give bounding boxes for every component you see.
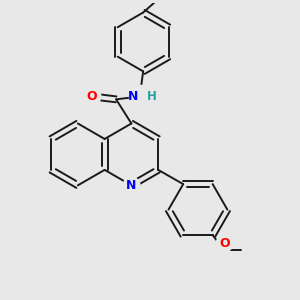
Text: N: N bbox=[128, 90, 138, 103]
Text: O: O bbox=[87, 90, 97, 103]
Text: O: O bbox=[219, 237, 230, 250]
Text: H: H bbox=[147, 90, 157, 103]
Text: N: N bbox=[126, 179, 136, 192]
